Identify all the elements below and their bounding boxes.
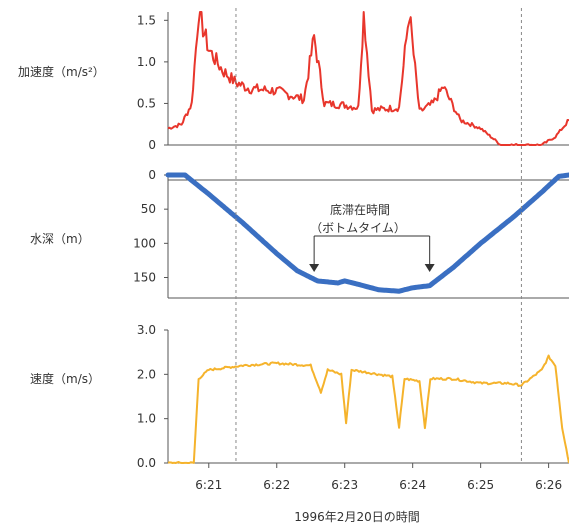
y-tick-label: 3.0 [137,323,156,337]
y-tick-label: 0.0 [137,456,156,470]
depth-series-line [165,172,569,294]
bottom-time-subtitle: （ボトムタイム） [310,221,406,235]
x-tick-label: 6:23 [331,478,358,492]
reference-dashed-lines [235,8,522,463]
panel-label-speed: 速度（m/s） [30,371,100,386]
panel-speed: 速度（m/s） 0.0 1.0 2.0 3.0 [30,323,569,470]
x-axis-title: 1996年2月20日の時間 [294,510,419,524]
y-tick-label: 0.5 [137,96,156,110]
panel-depth: 水深（m） 0 50 100 150 底滞在時間 （ボトムタイム） [30,168,569,299]
panel-acceleration: 加速度（m/s²） 0 0.5 1.0 1.5 [18,11,569,152]
y-tick-label: 1.0 [137,55,156,69]
x-tick-labels: 6:21 6:22 6:23 6:24 6:25 6:26 [195,463,562,492]
x-tick-label: 6:25 [467,478,494,492]
panel-label-acceleration: 加速度（m/s²） [18,64,105,79]
y-tick-label: 1.5 [137,13,156,27]
speed-tick-labels: 0.0 1.0 2.0 3.0 [137,323,168,470]
bracket-right-arrow [424,264,435,272]
bracket-left-arrow [309,264,320,272]
y-tick-label: 1.0 [137,412,156,426]
bottom-time-bracket [309,235,435,272]
acceleration-tick-labels: 0 0.5 1.0 1.5 [137,13,168,152]
y-tick-label: 100 [133,236,156,250]
bottom-time-title: 底滞在時間 [330,202,390,217]
y-tick-label: 2.0 [137,367,156,381]
y-tick-label: 0 [148,138,156,152]
panel-label-depth: 水深（m） [30,232,90,246]
speed-axis [167,330,569,464]
depth-tick-labels: 0 50 100 150 [133,168,168,285]
x-tick-label: 6:22 [263,478,290,492]
speed-series-line [167,354,569,464]
y-tick-label: 150 [133,271,156,285]
y-tick-label: 0 [148,168,156,182]
x-tick-label: 6:21 [195,478,222,492]
x-tick-label: 6:24 [399,478,426,492]
x-tick-label: 6:26 [535,478,562,492]
y-tick-label: 50 [141,202,156,216]
acceleration-series-line [167,11,569,146]
